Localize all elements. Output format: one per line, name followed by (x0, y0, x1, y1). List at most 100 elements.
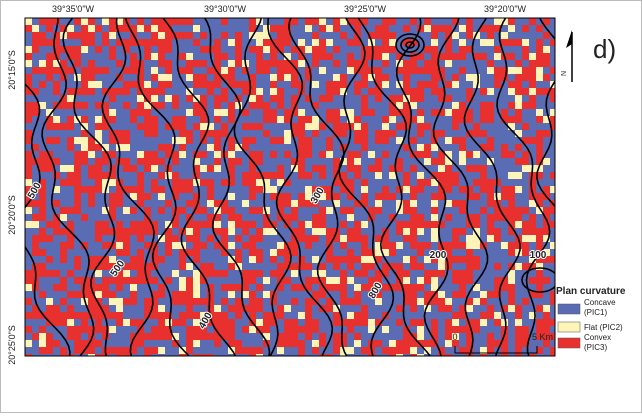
raster-cell (116, 200, 123, 207)
raster-cell (207, 74, 214, 81)
raster-cell (81, 137, 88, 144)
raster-cell (46, 312, 53, 319)
raster-cell (368, 263, 375, 270)
raster-cell (102, 137, 109, 144)
raster-cell (368, 165, 375, 172)
raster-cell (508, 186, 515, 193)
raster-cell (431, 158, 438, 165)
raster-cell (200, 228, 207, 235)
raster-cell (81, 333, 88, 340)
raster-cell (137, 151, 144, 158)
raster-cell (375, 18, 382, 25)
raster-cell (326, 144, 333, 151)
raster-cell (305, 165, 312, 172)
raster-cell (382, 151, 389, 158)
raster-cell (25, 228, 32, 235)
raster-cell (116, 235, 123, 242)
raster-cell (179, 214, 186, 221)
raster-cell (277, 158, 284, 165)
raster-cell (53, 333, 60, 340)
raster-cell (186, 326, 193, 333)
raster-cell (25, 46, 32, 53)
raster-cell (270, 151, 277, 158)
raster-cell (389, 340, 396, 347)
raster-cell (95, 291, 102, 298)
raster-cell (431, 221, 438, 228)
raster-cell (417, 256, 424, 263)
raster-cell (291, 263, 298, 270)
raster-cell (312, 235, 319, 242)
raster-cell (235, 158, 242, 165)
raster-cell (95, 81, 102, 88)
raster-cell (403, 81, 410, 88)
raster-cell (39, 81, 46, 88)
raster-cell (32, 207, 39, 214)
raster-cell (452, 179, 459, 186)
raster-cell (53, 291, 60, 298)
raster-cell (417, 193, 424, 200)
raster-cell (319, 53, 326, 60)
raster-cell (81, 18, 88, 25)
raster-cell (277, 298, 284, 305)
raster-cell (60, 151, 67, 158)
raster-cell (431, 32, 438, 39)
raster-cell (207, 249, 214, 256)
raster-cell (536, 242, 543, 249)
raster-cell (158, 305, 165, 312)
raster-cell (67, 74, 74, 81)
raster-cell (438, 158, 445, 165)
raster-cell (200, 186, 207, 193)
raster-cell (81, 102, 88, 109)
raster-cell (417, 319, 424, 326)
raster-cell (354, 144, 361, 151)
raster-cell (109, 116, 116, 123)
raster-cell (263, 235, 270, 242)
raster-cell (263, 284, 270, 291)
raster-cell (81, 200, 88, 207)
raster-cell (228, 158, 235, 165)
raster-cell (284, 200, 291, 207)
raster-cell (354, 151, 361, 158)
raster-cell (389, 242, 396, 249)
raster-cell (445, 333, 452, 340)
raster-cell (487, 312, 494, 319)
raster-cell (515, 333, 522, 340)
raster-cell (60, 102, 67, 109)
raster-cell (270, 172, 277, 179)
raster-cell (368, 200, 375, 207)
raster-cell (263, 326, 270, 333)
raster-cell (221, 18, 228, 25)
raster-cell (508, 179, 515, 186)
raster-cell (305, 319, 312, 326)
raster-cell (340, 200, 347, 207)
raster-cell (67, 305, 74, 312)
raster-cell (277, 291, 284, 298)
raster-cell (67, 46, 74, 53)
raster-cell (480, 165, 487, 172)
raster-cell (529, 39, 536, 46)
raster-cell (284, 214, 291, 221)
raster-cell (347, 256, 354, 263)
raster-cell (53, 284, 60, 291)
raster-cell (417, 333, 424, 340)
raster-cell (487, 333, 494, 340)
raster-cell (452, 319, 459, 326)
raster-cell (235, 249, 242, 256)
raster-cell (95, 67, 102, 74)
raster-cell (473, 109, 480, 116)
raster-cell (487, 298, 494, 305)
raster-cell (158, 123, 165, 130)
raster-cell (305, 172, 312, 179)
raster-cell (515, 186, 522, 193)
raster-cell (389, 39, 396, 46)
raster-cell (46, 340, 53, 347)
raster-cell (46, 74, 53, 81)
raster-cell (95, 109, 102, 116)
raster-cell (347, 235, 354, 242)
raster-cell (522, 193, 529, 200)
raster-cell (319, 172, 326, 179)
raster-cell (487, 200, 494, 207)
raster-cell (39, 235, 46, 242)
raster-cell (46, 249, 53, 256)
raster-cell (494, 242, 501, 249)
